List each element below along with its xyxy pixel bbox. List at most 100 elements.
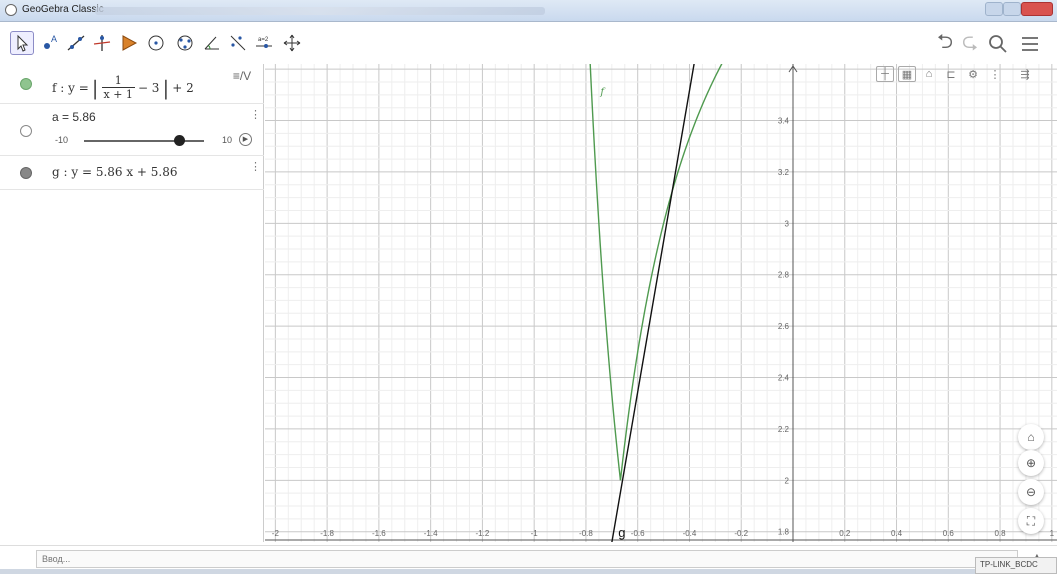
x-tick-label: -0.6: [631, 529, 645, 538]
label-style-button[interactable]: ⊏: [942, 66, 960, 82]
graphics-canvas[interactable]: -2 -1.8 -1.6 -1.4 -1.2 -1 -0.8 -0.6 -0.4 -0.2 0.2 0…: [265, 64, 1057, 542]
zoom-out-icon: ⊖: [1025, 485, 1037, 499]
y-tick-label: 2.4: [778, 374, 790, 383]
visibility-toggle-a[interactable]: [20, 125, 32, 137]
home-zoom-button[interactable]: ⌂: [1018, 424, 1044, 450]
point-tool-button[interactable]: A: [38, 31, 62, 55]
standard-view-button[interactable]: ⌂: [920, 66, 938, 82]
search-button[interactable]: [986, 32, 1010, 56]
fullscreen-button[interactable]: ⛶: [1018, 508, 1044, 534]
minimize-button[interactable]: [985, 2, 1003, 16]
label-icon: ⊏: [946, 68, 956, 81]
x-tick-label: 0.2: [839, 529, 851, 538]
fullscreen-icon: ⛶: [1026, 513, 1036, 528]
graphics-more-button[interactable]: ⋮: [986, 66, 1004, 82]
y-tick-label: 3: [785, 219, 790, 228]
slider-min: -10: [55, 135, 69, 145]
move-view-tool-button[interactable]: [280, 31, 304, 55]
svg-text:a=2: a=2: [258, 37, 269, 43]
slider-knob[interactable]: [173, 135, 185, 146]
x-tick-label: -2: [272, 529, 280, 538]
perpendicular-tool-button[interactable]: [90, 31, 114, 55]
axes-icon: ┼: [881, 68, 889, 80]
function-f-expression[interactable]: f : y = | 1 x + 1 − 3 | + 2: [52, 74, 194, 101]
redo-button[interactable]: ⮎: [958, 31, 982, 56]
zoom-out-button[interactable]: ⊖: [1018, 479, 1044, 505]
maximize-button[interactable]: [1003, 2, 1021, 16]
x-tick-label: 1: [1050, 529, 1055, 538]
titlebar-background-tabs: [95, 7, 545, 15]
axes-toggle-button[interactable]: ┼: [876, 66, 894, 82]
algebra-row-f[interactable]: f : y = | 1 x + 1 − 3 | + 2 ≡/V: [0, 64, 264, 104]
x-tick-label: -0.4: [683, 529, 697, 538]
x-tick-label: 0.8: [994, 529, 1006, 538]
zoom-in-button[interactable]: ⊕: [1018, 450, 1044, 476]
window-titlebar: GeoGebra Classic: [0, 0, 1057, 22]
slider-max: 10: [222, 135, 233, 145]
move-tool-button[interactable]: [10, 31, 34, 55]
graphics-settings-button[interactable]: ⚙: [964, 66, 982, 82]
move-tool-icon: [17, 34, 29, 52]
move-view-tool-icon: [283, 34, 301, 52]
visibility-toggle-g[interactable]: [20, 167, 32, 179]
y-tick-label: 3.2: [778, 168, 790, 177]
more-vertical-icon[interactable]: ⋮: [250, 161, 261, 173]
circle-tool-icon: [148, 35, 164, 51]
fraction-denominator: x + 1: [101, 87, 135, 101]
abs-bar-right: |: [162, 75, 170, 100]
taskbar: [0, 569, 975, 574]
play-icon[interactable]: ▶: [239, 133, 252, 146]
search-icon: [989, 35, 1007, 53]
polygon-tool-button[interactable]: [117, 31, 141, 55]
polygon-tool-icon: [122, 35, 138, 51]
y-tick-label: 2.2: [778, 425, 790, 434]
algebra-row-g[interactable]: g : y = 5.86 x + 5.86 ⋮: [0, 156, 264, 190]
y-axis-arrow: [788, 65, 798, 73]
x-tick-label: -1.6: [372, 529, 386, 538]
reflect-tool-icon: [230, 35, 246, 51]
line-tool-icon: [67, 35, 85, 51]
algebra-view-toggle-button[interactable]: ≡/V: [230, 68, 254, 84]
line-tool-button[interactable]: [64, 31, 88, 55]
x-tick-label: -0.2: [734, 529, 748, 538]
graphics-style-bar: ┼ ▦ ⌂ ⊏ ⚙ ⋮ ⇶: [876, 66, 1034, 84]
graphics-view[interactable]: -2 -1.8 -1.6 -1.4 -1.2 -1 -0.8 -0.6 -0.4 -0.2 0.2 0…: [265, 64, 1057, 542]
y-tick-label: 2.8: [778, 271, 790, 280]
x-tick-label: -1.2: [476, 529, 490, 538]
slider-a-label[interactable]: a = 5.86: [52, 110, 96, 124]
line-g[interactable]: [607, 64, 698, 542]
graphics-style-toggle-button[interactable]: ⇶: [1016, 66, 1034, 82]
slider-track[interactable]: [84, 140, 204, 142]
more-vertical-icon[interactable]: ⋮: [250, 109, 261, 121]
home-icon: ⌂: [925, 68, 933, 80]
toolbar: A a=2 ⮌ ⮎: [0, 22, 1057, 64]
y-tick-label: 3.4: [778, 117, 790, 126]
line-g-expression[interactable]: g : y = 5.86 x + 5.86: [52, 165, 178, 179]
line-g-label: g: [618, 525, 625, 540]
x-tick-label: -1: [531, 529, 539, 538]
function-f-curve[interactable]: [587, 64, 622, 481]
y-tick-label: 2.6: [778, 322, 790, 331]
function-f-label: f: [599, 87, 606, 98]
menu-icon: [1022, 37, 1038, 51]
function-f-curve-right-branch[interactable]: [619, 64, 773, 481]
grid-toggle-button[interactable]: ▦: [898, 66, 916, 82]
redo-icon: ⮎: [961, 31, 979, 53]
algebra-row-slider[interactable]: a = 5.86 ⋮ -10 10 ▶: [0, 104, 264, 156]
slider-tool-button[interactable]: a=2: [252, 31, 276, 55]
angle-tool-button[interactable]: [200, 31, 224, 55]
window-title: GeoGebra Classic: [22, 4, 104, 15]
perpendicular-tool-icon: [93, 35, 111, 51]
close-button[interactable]: [1021, 2, 1053, 16]
x-tick-label: -0.8: [579, 529, 593, 538]
menu-button[interactable]: [1018, 32, 1042, 56]
undo-button[interactable]: ⮌: [933, 31, 957, 56]
reflect-tool-button[interactable]: [226, 31, 250, 55]
zoom-in-icon: ⊕: [1025, 456, 1037, 470]
input-field[interactable]: [36, 550, 1018, 568]
conic-tool-button[interactable]: [173, 31, 197, 55]
conic-tool-icon: [177, 35, 193, 51]
visibility-toggle-f[interactable]: [20, 78, 32, 90]
angle-tool-icon: [204, 36, 219, 50]
circle-tool-button[interactable]: [144, 31, 168, 55]
